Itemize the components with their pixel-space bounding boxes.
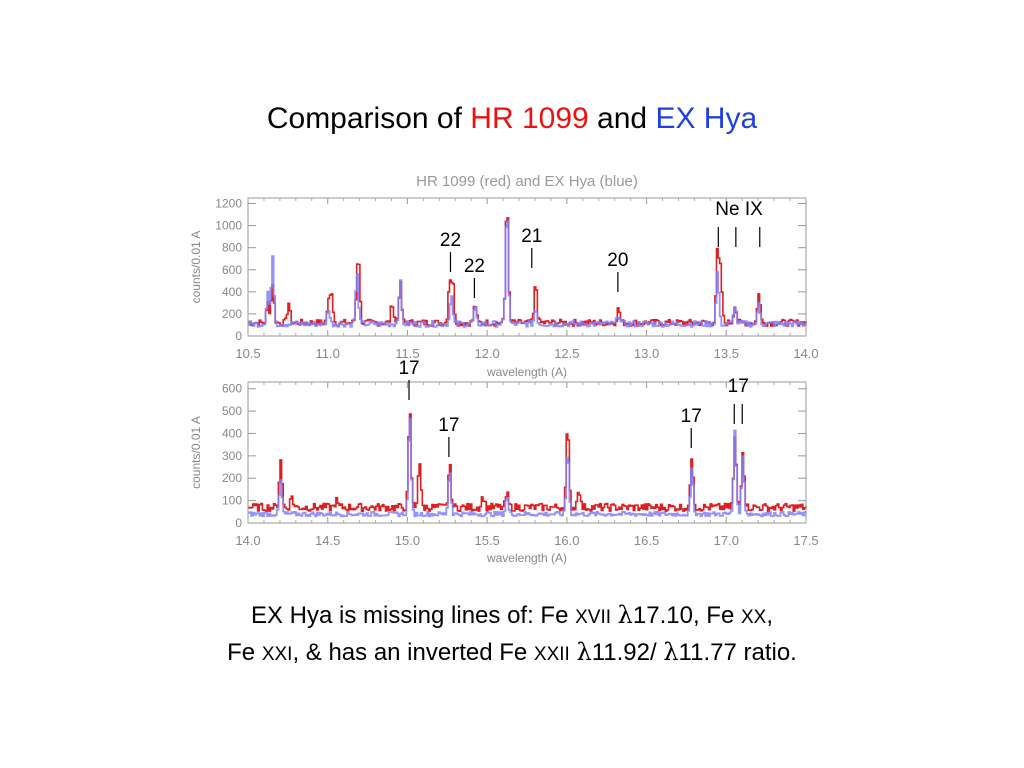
lambda-symbol: λ	[576, 638, 592, 666]
caption-text: 17.10, Fe	[632, 602, 741, 629]
x-tick-label: 14.5	[315, 533, 340, 548]
x-axis-label: wavelength (A)	[486, 365, 567, 379]
caption-text: Fe	[227, 639, 262, 666]
x-tick-label: 14.0	[235, 533, 260, 548]
caption-text: , & has an inverted Fe	[292, 639, 534, 666]
chart-panel-2: 14.0 14.5 15.0 15.5 16.0 16.5 17.0 17.5 0 100 200 3…	[189, 358, 819, 565]
caption-line-2: Fe XXI, & has an inverted Fe XXII λ11.92…	[0, 635, 1024, 672]
title-source2: EX Hya	[655, 102, 758, 135]
y-tick-label: 100	[222, 494, 242, 508]
x-tick-label: 10.5	[235, 346, 260, 361]
y-tick-label: 1200	[215, 197, 242, 211]
line-annotation-label: 17	[398, 358, 419, 379]
y-axis-label: counts/0.01 A	[189, 416, 203, 489]
title-joiner: and	[597, 102, 648, 135]
x-tick-label: 14.0	[793, 346, 818, 361]
line-annotation-label: 21	[521, 226, 542, 247]
x-tick-label: 15.0	[395, 533, 420, 548]
x-tick-label: 16.5	[634, 533, 659, 548]
lambda-symbol: λ	[617, 601, 633, 629]
line-annotation-label: 17	[438, 415, 459, 436]
caption-line-1: EX Hya is missing lines of: Fe XVII λ17.…	[0, 598, 1024, 635]
lambda-symbol: λ	[663, 638, 679, 666]
y-tick-label: 600	[222, 263, 242, 277]
slide-caption: EX Hya is missing lines of: Fe XVII λ17.…	[0, 598, 1024, 672]
series-line-exhya	[248, 417, 807, 518]
y-tick-label: 0	[235, 329, 242, 343]
x-tick-label: 17.5	[793, 533, 818, 548]
series-line-exhya	[248, 220, 807, 328]
ion-label: XXI	[261, 644, 293, 665]
ion-label: XX	[740, 607, 767, 628]
y-tick-label: 200	[222, 307, 242, 321]
line-annotation-label: 17	[728, 376, 749, 397]
x-tick-label: 11.0	[316, 346, 340, 361]
y-tick-label: 500	[222, 404, 242, 418]
caption-text: EX Hya is missing lines of: Fe	[250, 602, 576, 629]
title-prefix: Comparison of	[266, 102, 462, 135]
x-axis-label: wavelength (A)	[486, 551, 567, 565]
line-annotation-label: Ne IX	[715, 199, 763, 220]
line-annotation-label: 17	[681, 406, 702, 427]
x-tick-label: 17.0	[714, 533, 739, 548]
line-annotation-label: 22	[440, 230, 461, 251]
y-tick-label: 1000	[215, 219, 242, 233]
y-tick-label: 200	[222, 471, 242, 485]
title-source1: HR 1099	[470, 102, 589, 135]
plot-frame	[247, 381, 807, 524]
y-tick-label: 400	[222, 426, 242, 440]
line-annotation-label: 22	[464, 256, 485, 277]
chart-title: HR 1099 (red) and EX Hya (blue)	[416, 173, 638, 190]
y-tick-label: 300	[222, 449, 242, 463]
x-tick-label: 12.5	[554, 346, 579, 361]
plot-frame	[247, 197, 807, 337]
x-tick-label: 11.5	[395, 346, 419, 361]
y-tick-label: 800	[222, 241, 242, 255]
x-tick-label: 13.0	[634, 346, 659, 361]
ion-label: XVII	[575, 607, 611, 628]
caption-text: ,	[766, 602, 773, 629]
x-tick-label: 16.0	[554, 533, 579, 548]
caption-text: 11.77 ratio.	[678, 639, 797, 666]
y-tick-label: 400	[222, 285, 242, 299]
y-axis-label: counts/0.01 A	[189, 231, 203, 304]
line-annotation-label: 20	[607, 250, 628, 271]
chart-panel-1: HR 1099 (red) and EX Hya (blue) 10.5 11.0 1…	[189, 173, 819, 379]
series-line-hr1099	[248, 413, 807, 512]
slide-title: Comparison of HR 1099 and EX Hya	[0, 102, 1024, 136]
y-tick-label: 0	[235, 516, 242, 530]
x-tick-label: 13.5	[714, 346, 739, 361]
y-tick-label: 600	[222, 382, 242, 396]
caption-text: 11.92/	[591, 639, 664, 666]
ion-label: XXII	[533, 644, 570, 665]
x-tick-label: 12.0	[474, 346, 499, 361]
x-tick-label: 15.5	[474, 533, 499, 548]
